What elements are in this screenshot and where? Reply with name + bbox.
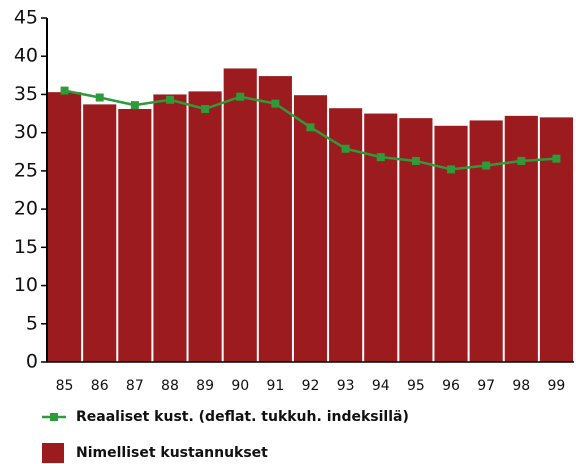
x-tick-label: 86 — [91, 378, 109, 394]
y-tick-label: 35 — [14, 83, 38, 105]
bar — [223, 68, 257, 362]
bar — [434, 125, 468, 362]
x-tick-label: 92 — [302, 378, 320, 394]
marker — [60, 86, 69, 95]
bar — [188, 91, 222, 363]
x-tick-label: 98 — [512, 378, 530, 394]
legend-marker — [50, 413, 58, 421]
y-tick-label: 0 — [26, 351, 38, 373]
legend-swatch — [42, 443, 64, 463]
marker — [411, 156, 420, 165]
y-tick-label: 15 — [14, 236, 38, 258]
y-tick-label: 20 — [14, 198, 38, 220]
bar — [258, 76, 292, 362]
y-tick-label: 10 — [14, 274, 38, 296]
marker — [482, 161, 491, 170]
x-tick-label: 95 — [407, 378, 425, 394]
marker — [306, 123, 315, 132]
marker — [517, 156, 526, 165]
bar — [153, 94, 187, 362]
marker — [341, 144, 350, 153]
x-tick-label: 88 — [161, 378, 179, 394]
bar — [83, 104, 117, 362]
x-tick-label: 99 — [548, 378, 566, 394]
bar — [469, 120, 503, 363]
x-tick-label: 97 — [477, 378, 495, 394]
bar — [399, 118, 433, 363]
y-tick-label: 25 — [14, 159, 38, 181]
y-tick-label: 40 — [14, 45, 38, 67]
bar — [504, 115, 538, 362]
legend-label: Reaaliset kust. (deflat. tukkuh. indeksi… — [76, 409, 409, 425]
marker — [130, 101, 139, 110]
bar — [118, 108, 152, 362]
x-tick-label: 87 — [126, 378, 144, 394]
y-tick-label: 30 — [14, 121, 38, 143]
x-tick-label: 89 — [196, 378, 214, 394]
marker — [271, 99, 280, 108]
y-tick-label: 45 — [14, 7, 38, 29]
marker — [95, 93, 104, 102]
x-tick-label: 85 — [56, 378, 74, 394]
x-tick-label: 96 — [442, 378, 460, 394]
x-tick-label: 90 — [231, 378, 249, 394]
bar — [539, 117, 573, 362]
bar — [364, 113, 398, 362]
legend-label: Nimelliset kustannukset — [76, 445, 268, 461]
marker — [376, 153, 385, 162]
marker — [552, 154, 561, 163]
y-tick-label: 5 — [26, 312, 38, 334]
x-tick-label: 94 — [372, 378, 390, 394]
bar — [293, 95, 328, 362]
marker — [165, 95, 174, 104]
marker — [201, 104, 210, 113]
x-tick-label: 93 — [337, 378, 355, 394]
x-tick-label: 91 — [266, 378, 284, 394]
marker — [236, 92, 245, 101]
marker — [447, 165, 456, 174]
bar — [48, 92, 82, 362]
